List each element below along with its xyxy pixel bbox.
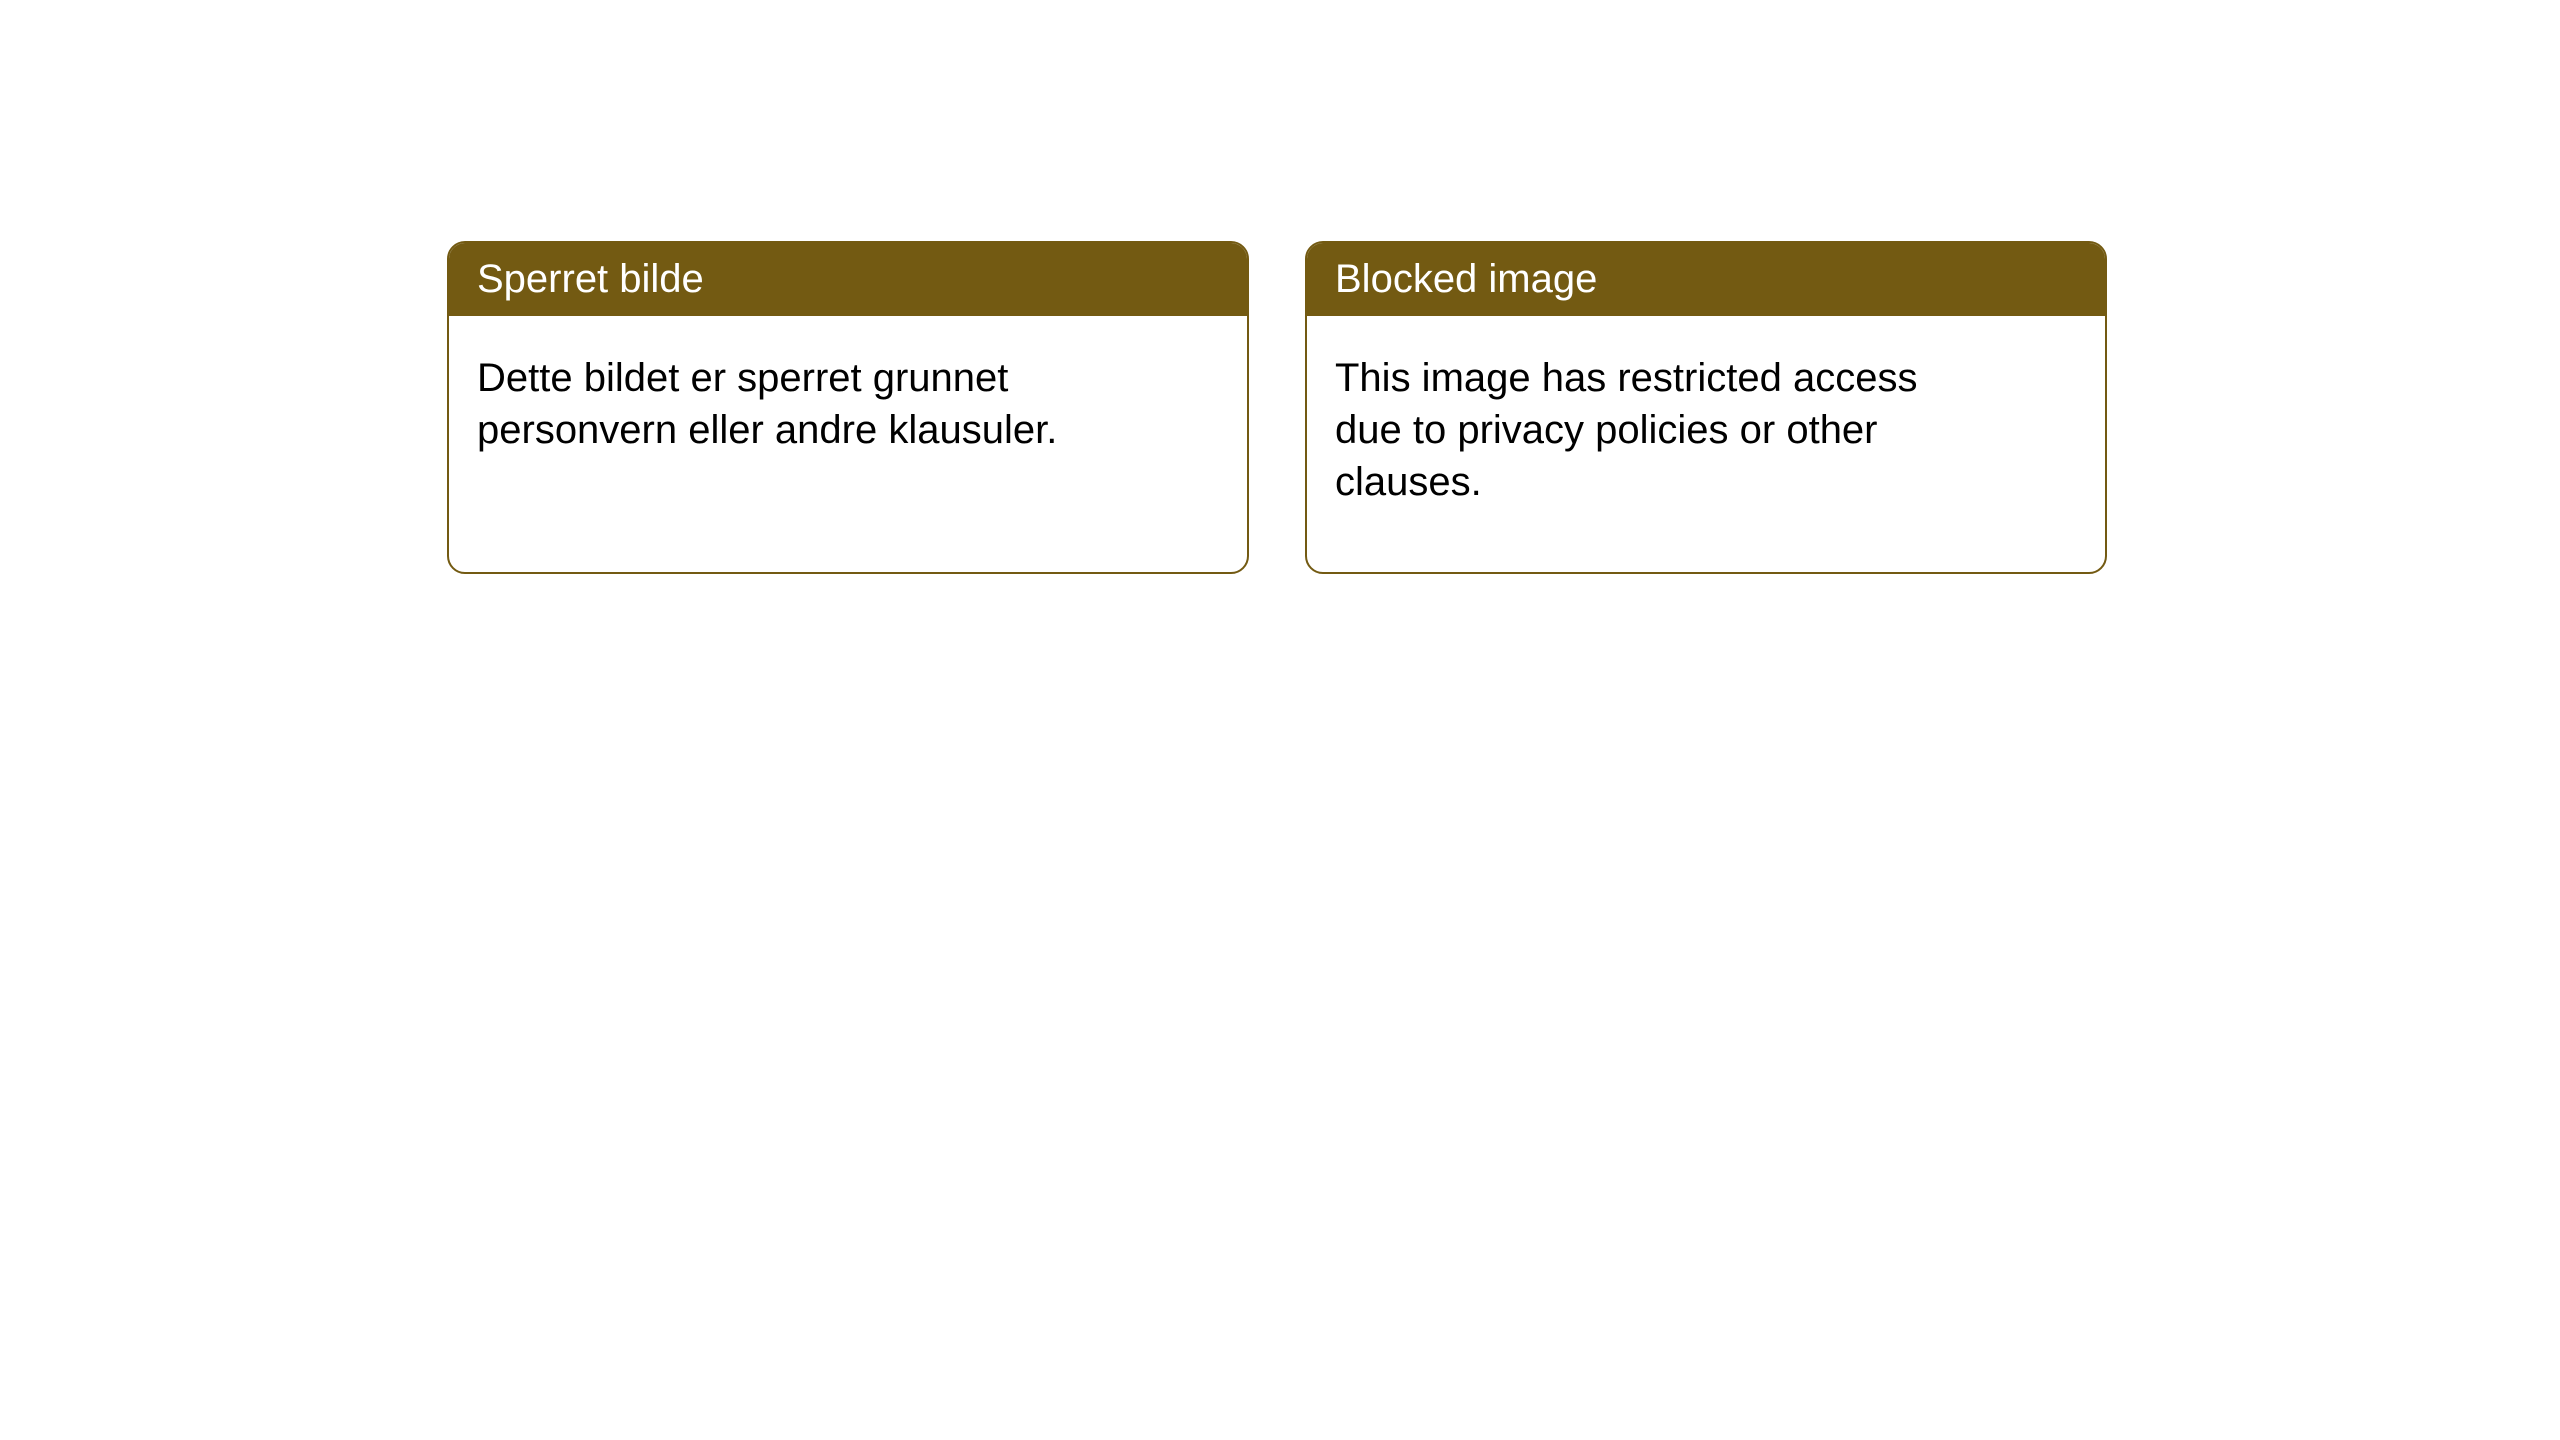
card-body-text: Dette bildet er sperret grunnet personve… [449, 316, 1149, 492]
card-header-title: Blocked image [1307, 243, 2105, 316]
notice-card-norwegian: Sperret bilde Dette bildet er sperret gr… [447, 241, 1249, 574]
card-header-title: Sperret bilde [449, 243, 1247, 316]
notice-card-english: Blocked image This image has restricted … [1305, 241, 2107, 574]
notice-cards-container: Sperret bilde Dette bildet er sperret gr… [447, 241, 2107, 574]
card-body-text: This image has restricted access due to … [1307, 316, 2007, 544]
